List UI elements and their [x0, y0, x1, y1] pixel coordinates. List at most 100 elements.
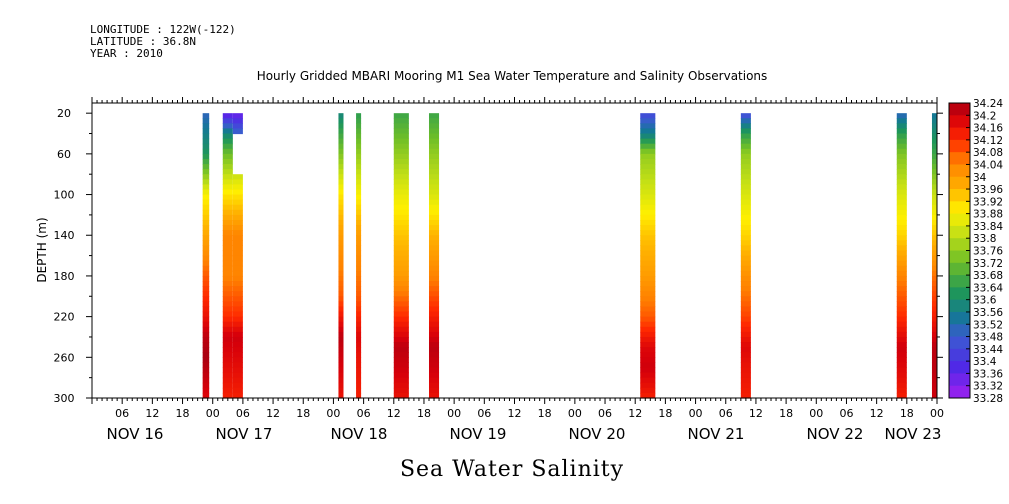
colorbar-swatch	[949, 348, 970, 362]
data-cell	[896, 331, 907, 338]
data-cell	[356, 138, 362, 145]
data-cell	[356, 367, 362, 374]
data-cell	[232, 296, 243, 302]
data-cell	[202, 352, 210, 358]
data-cell	[393, 377, 409, 384]
data-cell	[740, 235, 751, 241]
data-cell	[428, 357, 440, 363]
data-cell	[931, 143, 937, 150]
data-cell	[356, 372, 362, 379]
data-cell	[640, 230, 656, 236]
x-date-label: NOV 20	[569, 425, 626, 443]
data-cell	[931, 209, 937, 216]
colorbar-swatch	[949, 324, 970, 338]
data-cell	[338, 291, 344, 297]
data-cell	[640, 148, 656, 155]
data-cell	[428, 169, 440, 175]
x-hour-label: 12	[870, 407, 884, 420]
data-cell	[393, 281, 409, 287]
data-cell	[740, 377, 751, 384]
data-cell	[640, 255, 656, 262]
data-cell	[896, 189, 907, 196]
data-cell	[222, 158, 233, 165]
data-cell	[640, 235, 656, 241]
data-cell	[338, 377, 344, 384]
data-cell	[740, 367, 751, 374]
data-cell	[393, 123, 409, 130]
data-cell	[640, 367, 656, 374]
data-cell	[338, 250, 344, 257]
data-cell	[896, 174, 907, 180]
data-cell	[428, 158, 440, 165]
data-cell	[338, 260, 344, 267]
data-cell	[896, 164, 907, 170]
x-hour-label: 00	[568, 407, 582, 420]
data-cell	[640, 382, 656, 389]
data-cell	[740, 214, 751, 221]
data-cell	[356, 225, 362, 231]
x-hour-label: 06	[115, 407, 129, 420]
data-cell	[740, 321, 751, 328]
data-cell	[338, 118, 344, 124]
data-cell	[232, 362, 243, 369]
data-cell	[222, 245, 233, 252]
colorbar-label: 33.68	[973, 270, 1003, 282]
data-cell	[640, 164, 656, 170]
data-cell	[931, 377, 937, 384]
data-cell	[740, 311, 751, 318]
data-cell	[640, 311, 656, 318]
data-cell	[222, 372, 233, 379]
data-cell	[428, 372, 440, 379]
data-cell	[931, 291, 937, 297]
data-cell	[232, 123, 243, 130]
data-cell	[338, 204, 344, 211]
data-cell	[428, 184, 440, 191]
data-cell	[640, 291, 656, 297]
data-cell	[222, 199, 233, 206]
colorbar-label: 33.56	[973, 307, 1003, 319]
data-cell	[232, 260, 243, 267]
data-cell	[232, 306, 243, 313]
colorbar-label: 33.76	[973, 246, 1003, 258]
data-cell	[338, 230, 344, 236]
data-cell	[740, 184, 751, 191]
data-cell	[202, 275, 210, 282]
data-cell	[356, 316, 362, 323]
data-cell	[232, 372, 243, 379]
data-cell	[356, 387, 362, 394]
colorbar-label: 34.16	[973, 123, 1003, 135]
data-cell	[338, 123, 344, 130]
colorbar-label: 33.52	[973, 319, 1003, 331]
data-cell	[896, 214, 907, 221]
data-cell	[222, 148, 233, 155]
data-cell	[428, 189, 440, 196]
data-cell	[356, 321, 362, 328]
data-cell	[338, 194, 344, 201]
data-cell	[740, 265, 751, 272]
data-cell	[338, 184, 344, 191]
data-cell	[232, 275, 243, 282]
x-hour-label: 00	[809, 407, 823, 420]
x-hour-label: 00	[689, 407, 703, 420]
data-cell	[202, 392, 210, 399]
data-cell	[740, 219, 751, 226]
data-cell	[338, 265, 344, 272]
data-cell	[393, 118, 409, 124]
data-cell	[202, 245, 210, 252]
data-cell	[222, 179, 233, 185]
data-cell	[202, 153, 210, 160]
data-cell	[356, 281, 362, 287]
data-cell	[202, 362, 210, 369]
data-cell	[356, 331, 362, 338]
data-cell	[740, 153, 751, 160]
data-cell	[428, 143, 440, 150]
data-cell	[896, 123, 907, 130]
data-cell	[896, 240, 907, 247]
profile-column	[931, 113, 937, 399]
data-cell	[640, 357, 656, 363]
y-tick-label: 20	[57, 107, 71, 120]
data-cell	[356, 377, 362, 384]
data-cell	[202, 138, 210, 145]
data-cell	[393, 219, 409, 226]
data-cell	[393, 352, 409, 358]
